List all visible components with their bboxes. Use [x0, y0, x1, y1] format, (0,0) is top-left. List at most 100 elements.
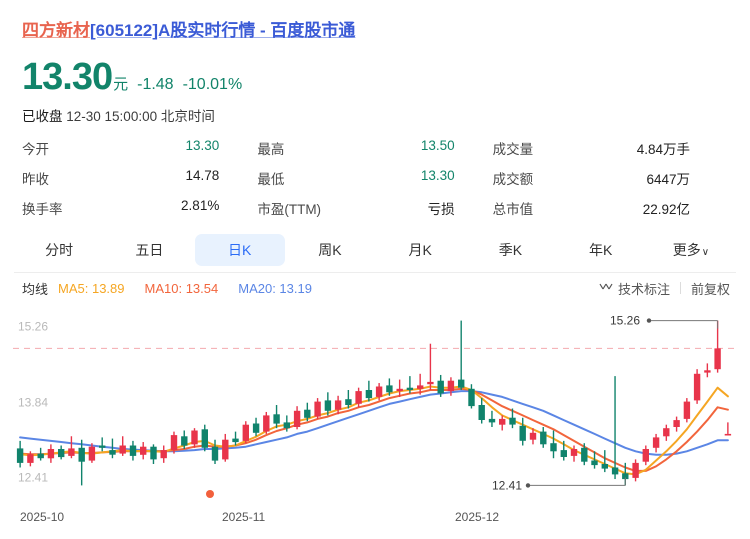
candle-body: [150, 446, 157, 460]
candle[interactable]: [396, 379, 403, 397]
options-divider: [679, 282, 681, 294]
candle[interactable]: [222, 433, 229, 462]
candle[interactable]: [642, 445, 649, 466]
candle[interactable]: [714, 320, 721, 373]
candle[interactable]: [499, 415, 506, 431]
candle[interactable]: [663, 424, 670, 441]
candle[interactable]: [99, 437, 106, 452]
candle[interactable]: [283, 415, 290, 432]
candle[interactable]: [242, 421, 249, 444]
quote-summary: 13.30元 -1.48 -10.01%: [22, 57, 242, 97]
candle[interactable]: [78, 439, 85, 486]
candle[interactable]: [488, 410, 496, 427]
candle-body: [252, 423, 260, 433]
chart-canvas[interactable]: 15.26 13.84 12.41 15.26 12.41 2025-10 2025-11 2…: [0, 306, 750, 539]
low-annotation-label: 12.41: [492, 478, 522, 492]
candle[interactable]: [211, 439, 219, 465]
candle[interactable]: [68, 436, 75, 459]
candle[interactable]: [129, 440, 137, 461]
candle[interactable]: [611, 376, 619, 480]
page-title-rest[interactable]: [605122]A股实时行情 - 百度股市通: [90, 21, 356, 40]
candle[interactable]: [437, 374, 444, 397]
candle[interactable]: [375, 383, 383, 401]
candle[interactable]: [458, 320, 465, 390]
candle[interactable]: [386, 378, 393, 396]
candle[interactable]: [529, 428, 537, 445]
candle[interactable]: [47, 444, 55, 463]
candle[interactable]: [140, 442, 147, 460]
candle[interactable]: [693, 369, 701, 404]
candle[interactable]: [591, 451, 598, 469]
candle[interactable]: [160, 445, 167, 463]
page-title[interactable]: 四方新材[605122]A股实时行情 - 百度股市通: [22, 16, 355, 41]
candle[interactable]: [150, 444, 157, 465]
tab-年K[interactable]: 年K: [556, 234, 646, 266]
candle[interactable]: [88, 443, 96, 463]
candle[interactable]: [570, 445, 578, 462]
candle[interactable]: [581, 443, 588, 466]
candle[interactable]: [181, 430, 188, 449]
candle[interactable]: [345, 389, 352, 409]
candle[interactable]: [683, 398, 691, 423]
tech-annotation-button[interactable]: 技术标注: [617, 281, 670, 297]
candlestick-chart[interactable]: 15.26 13.84 12.41 15.26 12.41 2025-10 2025-11 2…: [0, 306, 750, 539]
candle[interactable]: [724, 422, 732, 436]
candle[interactable]: [119, 436, 126, 456]
candle[interactable]: [201, 424, 208, 452]
candle-body: [140, 446, 147, 455]
candle[interactable]: [27, 451, 34, 467]
candle[interactable]: [540, 426, 547, 448]
tab-日K[interactable]: 日K: [194, 234, 285, 266]
tab-五日[interactable]: 五日: [104, 234, 194, 266]
tab-分时[interactable]: 分时: [14, 234, 104, 266]
candle[interactable]: [632, 459, 639, 482]
candle[interactable]: [334, 395, 342, 415]
candle[interactable]: [601, 450, 608, 473]
y-axis-label: 13.84: [18, 396, 48, 410]
candle[interactable]: [560, 440, 567, 461]
candle[interactable]: [652, 433, 660, 453]
event-dot-marker[interactable]: [206, 490, 214, 498]
candle[interactable]: [550, 430, 557, 459]
candle[interactable]: [314, 398, 321, 419]
candle[interactable]: [509, 408, 516, 429]
candle-body: [396, 388, 403, 392]
candle[interactable]: [417, 373, 424, 395]
page-title-company[interactable]: 四方新材: [22, 21, 90, 40]
candle[interactable]: [324, 392, 332, 416]
candle[interactable]: [191, 428, 198, 448]
candle[interactable]: [37, 447, 44, 461]
candle[interactable]: [478, 398, 485, 424]
chart-period-tabs[interactable]: 分时 五日 日K 周K 月K 季K 年K 更多∨: [14, 228, 736, 273]
candle[interactable]: [16, 440, 24, 468]
candle[interactable]: [304, 402, 311, 422]
chart-options[interactable]: 技术标注 前复权: [599, 278, 730, 298]
candle-body: [88, 446, 96, 461]
candle[interactable]: [170, 431, 178, 454]
candle[interactable]: [252, 417, 260, 437]
candle[interactable]: [293, 406, 301, 430]
candle[interactable]: [673, 416, 680, 432]
tab-周K[interactable]: 周K: [285, 234, 375, 266]
tab-季K[interactable]: 季K: [465, 234, 555, 266]
candle[interactable]: [427, 343, 434, 390]
candle[interactable]: [263, 411, 270, 434]
candle[interactable]: [109, 438, 116, 459]
ma-legend-title: 均线: [22, 281, 49, 297]
candle[interactable]: [447, 377, 455, 396]
candle[interactable]: [273, 405, 280, 429]
candle[interactable]: [355, 387, 362, 408]
candle[interactable]: [58, 445, 65, 460]
adjust-mode-button[interactable]: 前复权: [690, 281, 730, 297]
tab-更多[interactable]: 更多∨: [646, 234, 736, 266]
candle-body: [468, 388, 475, 407]
candle[interactable]: [519, 417, 526, 446]
candle[interactable]: [468, 384, 475, 409]
stat-cell: 换手率 2.81%: [22, 198, 257, 218]
ma-legend: 均线 MA5: 13.89 MA10: 13.54 MA20: 13.19: [22, 278, 728, 298]
candle[interactable]: [365, 380, 373, 402]
tab-月K[interactable]: 月K: [375, 234, 465, 266]
candle[interactable]: [232, 431, 239, 446]
candle[interactable]: [704, 363, 711, 378]
candle[interactable]: [406, 376, 414, 394]
